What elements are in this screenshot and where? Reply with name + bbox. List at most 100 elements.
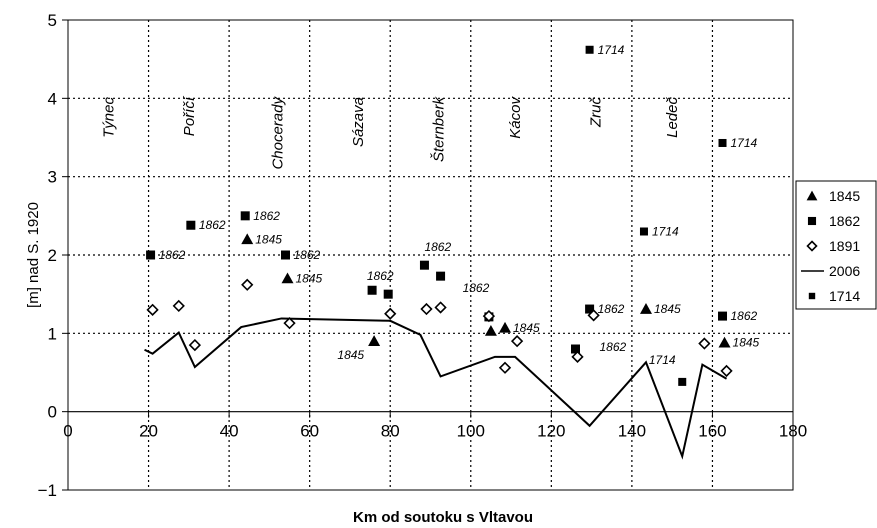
y-tick-label: 2	[48, 246, 57, 265]
point-1845	[241, 233, 254, 245]
x-tick-label: 60	[300, 422, 319, 441]
point-1891	[498, 361, 512, 374]
point-1714	[639, 227, 648, 236]
y-tick-label: −1	[38, 481, 57, 500]
x-tick-label: 120	[537, 422, 565, 441]
point-1891	[384, 307, 397, 320]
x-axis-label: Km od soutoku s Vltavou	[353, 509, 533, 526]
point-1714	[585, 45, 594, 54]
point-1845	[368, 335, 381, 346]
point-1891	[571, 350, 584, 363]
data-label: 1862	[600, 340, 627, 354]
data-label: 1862	[424, 240, 451, 254]
point-1862	[146, 250, 156, 260]
x-tick-label: 100	[457, 422, 485, 441]
point-1891	[172, 299, 185, 313]
point-1862	[436, 271, 446, 281]
data-label: 1714	[652, 225, 679, 239]
place-label: Ledeč	[664, 97, 681, 138]
point-1862	[571, 344, 580, 354]
data-marks	[146, 45, 733, 386]
legend-entry: 1714	[829, 288, 860, 304]
legend-entry: 2006	[829, 263, 860, 279]
point-1891	[241, 278, 254, 291]
point-1845	[281, 272, 294, 284]
point-1862	[585, 304, 595, 314]
data-label: 1862	[731, 309, 758, 323]
point-1714	[678, 377, 687, 386]
y-tick-label: 1	[48, 324, 57, 343]
point-1845	[499, 321, 512, 333]
x-tick-label: 0	[63, 422, 72, 441]
point-1891	[698, 337, 711, 350]
point-1891	[283, 317, 296, 330]
series-2006-line	[144, 317, 728, 460]
y-tick-label: 4	[48, 89, 57, 108]
point-1891	[188, 338, 202, 352]
legend-swatch-1891	[806, 240, 818, 252]
y-tick-label: 5	[48, 11, 57, 30]
y-tick-label: 3	[48, 168, 57, 187]
place-label: Šternberk	[431, 96, 448, 163]
series-2006	[144, 317, 728, 460]
point-1891	[482, 309, 496, 323]
data-label: 1714	[598, 43, 625, 57]
data-label: 1862	[463, 281, 490, 295]
data-label: 1845	[296, 272, 323, 286]
place-label: Kácov	[507, 96, 524, 139]
data-label: 1714	[649, 353, 676, 367]
data-label: 1862	[253, 209, 280, 223]
data-label: 1862	[598, 302, 625, 316]
tick-labels: 0 20 40 60 80 100 120 140 160 180 −1 0 1 2 3 4 5	[38, 11, 808, 500]
place-label: Týnec	[100, 97, 117, 138]
data-label: 1862	[294, 248, 321, 262]
legend: 1845 1862 1891 2006 1714	[795, 180, 877, 310]
place-label: Sázava	[350, 97, 367, 147]
place-label: Zruč	[588, 97, 605, 129]
point-1862	[718, 311, 728, 321]
legend-entry: 1862	[829, 213, 860, 229]
point-1862	[281, 250, 290, 260]
x-tick-label: 40	[220, 422, 239, 441]
point-1891	[587, 309, 600, 322]
data-label: 1845	[337, 348, 364, 362]
legend-swatch-1862	[807, 216, 817, 226]
x-tick-label: 140	[618, 422, 646, 441]
point-1891	[420, 302, 433, 316]
legend-swatch-1845	[806, 190, 818, 201]
data-label: 1845	[733, 336, 760, 350]
data-label: 1862	[367, 269, 394, 283]
x-tick-label: 160	[698, 422, 726, 441]
point-1862	[383, 289, 393, 299]
data-label: 1845	[255, 232, 282, 246]
data-label: 1845	[513, 321, 540, 335]
data-label: 1862	[159, 248, 186, 262]
y-axis-label: [m] nad S. 1920	[25, 202, 42, 308]
point-1845	[639, 303, 652, 314]
point-1862	[367, 285, 377, 295]
legend-swatch-1714	[808, 292, 816, 300]
legend-entry: 1845	[829, 188, 860, 204]
point-1891	[510, 335, 524, 348]
x-tick-label: 20	[139, 422, 158, 441]
data-label: 1845	[654, 302, 681, 316]
point-1862	[186, 220, 196, 230]
data-label: 1862	[199, 218, 226, 232]
point-1891	[434, 301, 447, 314]
data-labels: 1845 1845 1845 1845 1845 1845 1862 1862 1862 1862…	[159, 43, 760, 367]
legend-entry: 1891	[829, 238, 860, 254]
point-1714	[718, 138, 727, 147]
x-tick-label: 180	[779, 422, 807, 441]
place-label: Poříčí	[181, 95, 198, 136]
axes	[62, 19, 794, 491]
y-tick-label: 0	[48, 403, 57, 422]
point-1845	[484, 324, 497, 336]
x-tick-label: 80	[381, 422, 400, 441]
place-label: Chocerady	[269, 96, 286, 170]
point-1845	[718, 336, 731, 348]
point-1891	[146, 303, 159, 316]
place-labels: Týnec Poříčí Chocerady Sázava Šternberk Kácov…	[100, 95, 681, 169]
point-1891	[720, 364, 733, 378]
data-label: 1714	[731, 136, 758, 150]
